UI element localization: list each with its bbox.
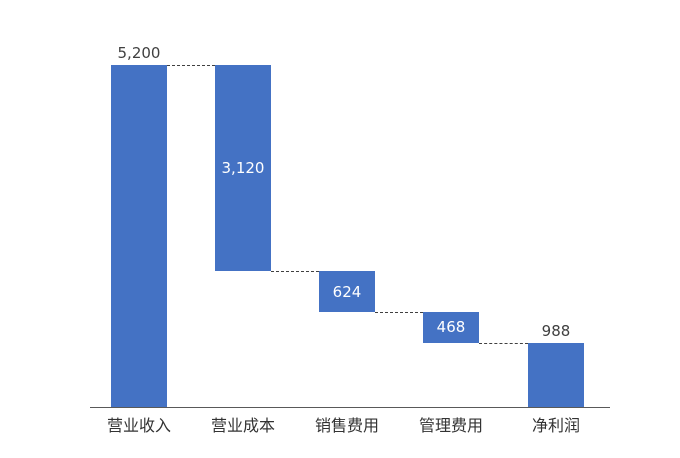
data-label-admin-expense: 468: [436, 318, 466, 336]
data-label-net-profit: 988: [541, 322, 571, 340]
connector-line: [167, 65, 215, 66]
connector-line: [271, 271, 319, 272]
bar-admin-expense: [423, 312, 479, 343]
connector-line: [375, 312, 423, 313]
x-tick-label: 营业收入: [106, 416, 171, 435]
x-tick-label: 管理费用: [418, 416, 483, 435]
connector-line: [479, 343, 528, 344]
bar-sales-expense: [319, 271, 375, 312]
data-label-sales-expense: 624: [332, 283, 362, 301]
data-label-cost: 3,120: [221, 159, 265, 177]
data-label-revenue: 5,200: [117, 44, 161, 62]
x-axis-line: [90, 407, 610, 408]
bar-net-profit: [528, 343, 584, 407]
bar-revenue: [111, 65, 167, 407]
x-tick-label: 净利润: [531, 416, 580, 435]
x-tick-label: 营业成本: [210, 416, 275, 435]
x-tick-label: 销售费用: [314, 416, 379, 435]
bar-cost: [215, 65, 271, 271]
